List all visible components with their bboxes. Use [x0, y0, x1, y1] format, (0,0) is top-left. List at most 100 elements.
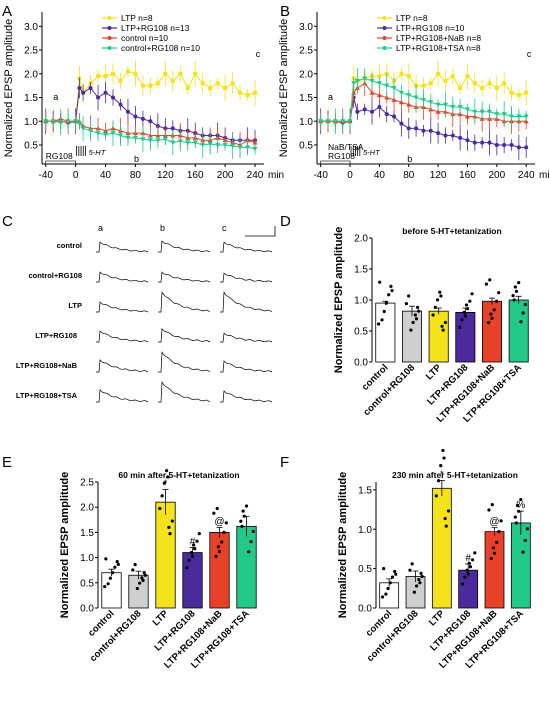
individual-point — [463, 314, 467, 318]
individual-point — [433, 305, 437, 309]
legend-marker — [382, 26, 387, 30]
epsp-trace — [96, 330, 149, 343]
data-point — [465, 74, 470, 79]
x-tick-label: 240 — [518, 170, 535, 181]
data-point — [155, 81, 160, 86]
individual-point — [111, 571, 115, 575]
y-axis-label: Normalized EPSP amplitude — [337, 472, 349, 619]
data-point — [140, 137, 146, 142]
data-point — [524, 145, 529, 150]
individual-point — [470, 292, 474, 296]
individual-point — [499, 519, 503, 523]
individual-point — [187, 558, 191, 562]
data-point — [208, 86, 213, 90]
y-tick-label: 1.5 — [24, 93, 38, 104]
data-point — [215, 143, 221, 148]
epsp-trace — [96, 241, 149, 253]
data-point — [421, 128, 426, 133]
y-axis-label: Normalized EPSP amplitude — [278, 19, 290, 158]
individual-point — [222, 530, 226, 535]
data-point — [58, 120, 64, 125]
individual-point — [492, 308, 496, 312]
bar — [401, 310, 422, 363]
individual-point — [489, 556, 493, 561]
data-point — [132, 135, 138, 141]
data-point — [443, 78, 448, 83]
y-tick-label: 3.0 — [299, 22, 313, 33]
x-tick-label: LTP — [427, 608, 447, 628]
data-point — [140, 116, 145, 121]
y-axis-label: Normalized EPSP amplitude — [333, 227, 345, 374]
data-point — [178, 71, 183, 76]
data-point — [494, 143, 499, 147]
data-point — [480, 140, 485, 145]
individual-point — [525, 527, 530, 531]
individual-point — [388, 581, 392, 585]
y-tick-label: 1.0 — [358, 525, 372, 536]
data-point — [458, 86, 463, 90]
chart-title: 230 min after 5-HT+tetanization — [392, 470, 518, 480]
individual-point — [216, 545, 220, 549]
bar — [428, 310, 449, 363]
panel-letter-e: E — [2, 454, 12, 471]
individual-point — [214, 554, 218, 558]
individual-point — [417, 309, 421, 313]
x-tick-label: 0 — [347, 170, 353, 181]
y-tick-label: 1.5 — [354, 265, 368, 276]
individual-point — [461, 582, 465, 586]
data-point — [362, 107, 367, 112]
scale-bar — [245, 226, 276, 237]
y-tick-label: 2.0 — [354, 234, 368, 245]
data-point — [162, 137, 168, 142]
data-point — [185, 86, 190, 90]
data-point — [406, 93, 412, 98]
individual-point — [466, 572, 470, 576]
stim-label: 5-HT — [89, 148, 107, 157]
significance-mark: * — [440, 469, 444, 480]
individual-point — [458, 325, 462, 329]
data-point — [325, 119, 331, 124]
individual-point — [138, 581, 142, 585]
individual-point — [387, 293, 391, 297]
data-point — [501, 112, 507, 117]
individual-point — [494, 299, 499, 303]
trace-column-label: a — [98, 223, 103, 233]
bar — [209, 532, 230, 609]
individual-point — [389, 284, 393, 288]
individual-point — [167, 525, 171, 529]
individual-point — [390, 575, 395, 579]
data-point — [117, 133, 123, 138]
data-point — [252, 140, 258, 145]
individual-point — [116, 562, 120, 567]
trace-row-label: control+RG108 — [28, 271, 82, 280]
individual-point — [417, 578, 421, 582]
y-tick-label: 1.5 — [80, 528, 94, 539]
bar — [455, 311, 476, 363]
individual-point — [409, 328, 413, 332]
individual-point — [217, 549, 222, 554]
individual-point — [141, 578, 145, 583]
data-point — [125, 109, 130, 114]
individual-point — [382, 309, 386, 314]
data-point — [458, 135, 463, 140]
data-point — [377, 105, 382, 109]
data-point — [472, 81, 477, 86]
data-point — [118, 102, 123, 107]
data-point — [399, 71, 404, 76]
individual-point — [434, 494, 438, 498]
individual-point — [382, 567, 386, 571]
individual-point — [413, 313, 417, 317]
individual-point — [415, 584, 419, 588]
individual-point — [104, 557, 108, 561]
epsp-trace — [158, 271, 211, 283]
x-tick-label: 80 — [403, 170, 415, 181]
data-point — [148, 119, 153, 124]
significance-mark: @ — [214, 516, 224, 527]
data-point — [170, 140, 176, 146]
data-point — [230, 81, 235, 86]
y-tick-label: 0.0 — [80, 604, 94, 615]
individual-point — [465, 568, 469, 572]
data-point — [450, 105, 456, 110]
data-point — [111, 95, 116, 100]
